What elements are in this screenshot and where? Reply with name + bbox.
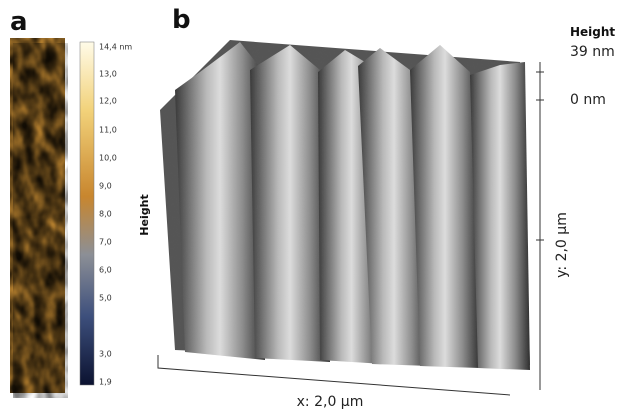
y-axis-label: y: 2,0 µm (554, 212, 570, 278)
colorbar-title: Height (138, 194, 151, 235)
tick-label: 12,0 (99, 97, 117, 106)
height-title: Height (570, 25, 615, 39)
colorbar-ticks: 14,4 nm 13,0 12,0 11,0 10,0 9,0 8,0 7,0 … (99, 43, 132, 387)
tick-label: 7,0 (99, 238, 112, 247)
tick-label: 1,9 (99, 378, 112, 387)
tick-label: 5,0 (99, 294, 112, 303)
tick-label: 10,0 (99, 154, 117, 163)
colorbar (79, 41, 95, 386)
tick-label: 6,0 (99, 266, 112, 275)
panel-label: b (172, 5, 191, 35)
tick-label: 8,0 (99, 210, 112, 219)
axes (157, 62, 544, 396)
tick-label: 11,0 (99, 126, 117, 135)
panel-label: a (10, 7, 28, 37)
tick-label: 9,0 (99, 182, 112, 191)
height-max: 39 nm (570, 44, 615, 60)
afm-surface (160, 40, 530, 370)
height-min: 0 nm (570, 92, 606, 108)
tick-label: 3,0 (99, 350, 112, 359)
tick-label: 14,4 nm (99, 43, 132, 52)
x-axis-label: x: 2,0 µm (297, 394, 364, 410)
tick-label: 13,0 (99, 70, 117, 79)
afm-map (10, 38, 68, 398)
